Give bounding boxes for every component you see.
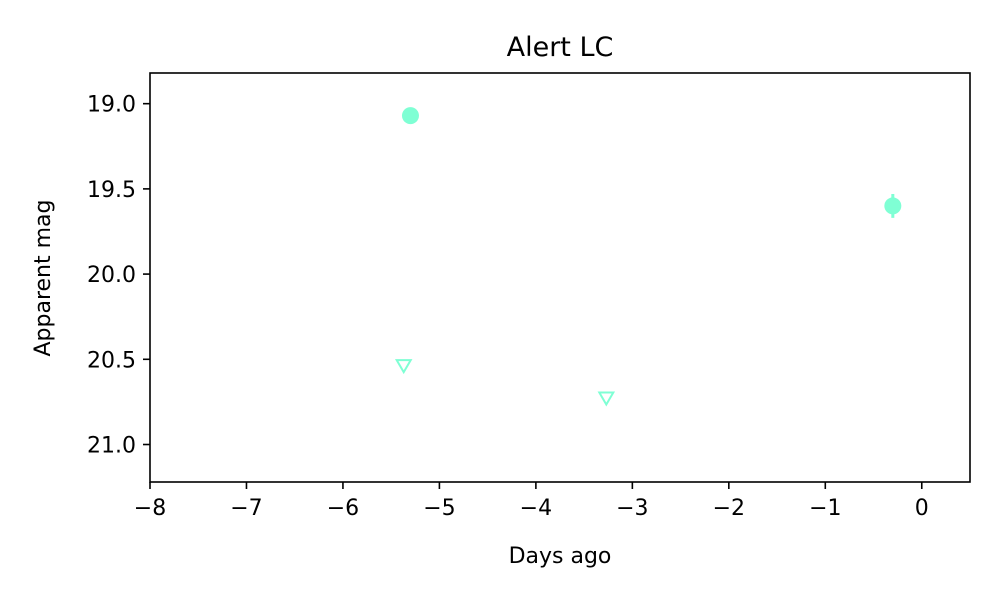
- y-axis-label: Apparent mag: [31, 200, 56, 357]
- detection-point: [401, 107, 419, 125]
- detection-point: [884, 197, 902, 215]
- x-tick-label: −5: [423, 496, 455, 521]
- y-tick-label: 21.0: [87, 434, 136, 459]
- upper-limit-marker: [394, 359, 413, 375]
- y-tick-label: 20.0: [87, 263, 136, 288]
- x-axis-label: Days ago: [509, 544, 612, 569]
- x-tick-label: −4: [520, 496, 552, 521]
- x-tick-label: −2: [713, 496, 745, 521]
- y-axis: 19.0 19.5 20.0 20.5 21.0: [87, 93, 150, 459]
- chart-title: Alert LC: [507, 32, 614, 63]
- x-tick-label: −8: [134, 496, 166, 521]
- y-tick-label: 19.5: [87, 178, 136, 203]
- upper-limit-marker: [597, 391, 616, 407]
- x-tick-label: −7: [230, 496, 262, 521]
- plot-frame: [149, 72, 971, 483]
- y-tick-label: 19.0: [87, 93, 136, 118]
- x-tick-label: −1: [809, 496, 841, 521]
- y-tick-label: 20.5: [87, 348, 136, 373]
- x-axis: −8 −7 −6 −5 −4 −3 −2 −1 0: [134, 482, 929, 521]
- x-tick-label: −3: [616, 496, 648, 521]
- x-tick-label: 0: [915, 496, 929, 521]
- plot-marks: [394, 107, 902, 407]
- x-tick-label: −6: [327, 496, 359, 521]
